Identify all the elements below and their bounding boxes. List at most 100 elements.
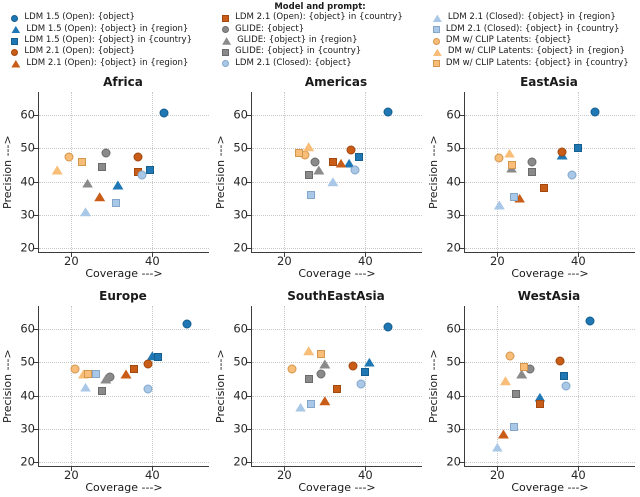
y-tick-mark bbox=[460, 395, 464, 397]
y-tick-label: 30 bbox=[233, 207, 248, 222]
y-axis-label: Precision ---> bbox=[214, 135, 227, 210]
data-point-ldm15-object bbox=[585, 316, 595, 326]
plot-area bbox=[247, 91, 422, 257]
legend-item: LDM 2.1 (Open): {object} bbox=[11, 47, 192, 57]
data-point-glide-region bbox=[82, 178, 94, 188]
x-tick-label: 40 bbox=[145, 253, 160, 268]
plot-area bbox=[34, 91, 209, 257]
y-tick-mark bbox=[460, 429, 464, 431]
y-tick-label: 40 bbox=[233, 174, 248, 189]
x-tick-labels: 20 40 bbox=[39, 467, 209, 482]
legend-item-label: GLIDE: {object} in {country} bbox=[235, 46, 362, 57]
legend-item: LDM 2.1 (Closed): {object} in {country} bbox=[432, 23, 629, 35]
data-point-dm-region bbox=[303, 346, 315, 356]
gridline bbox=[39, 362, 209, 364]
data-point-ldm15-country bbox=[560, 371, 569, 380]
data-point-ldm21o-object bbox=[133, 152, 143, 162]
legend-item: GLIDE: {object} in {country} bbox=[222, 47, 403, 57]
data-point-ldm21o-country bbox=[130, 365, 139, 374]
data-point-ldm21c-country bbox=[111, 199, 120, 208]
data-point-ldm21o-region bbox=[514, 193, 526, 203]
gridline bbox=[39, 248, 209, 250]
gridline bbox=[252, 148, 422, 150]
data-point-ldm21o-country bbox=[539, 184, 548, 193]
y-tick-label: 60 bbox=[20, 107, 35, 122]
gridline bbox=[465, 462, 635, 464]
subplot-americas: Americas Precision ---> 20 30 40 50 60 20 40 … bbox=[214, 72, 427, 280]
data-point-glide-country bbox=[304, 171, 313, 180]
data-point-ldm21c-country bbox=[306, 400, 315, 409]
data-point-dm-object bbox=[64, 152, 74, 162]
y-tick-mark bbox=[34, 395, 38, 397]
x-tick-labels: 20 40 bbox=[252, 253, 422, 268]
gridline bbox=[152, 305, 154, 466]
y-axis-label: Precision ---> bbox=[427, 349, 440, 424]
gridline bbox=[465, 148, 635, 150]
y-axis-label: Precision ---> bbox=[1, 135, 14, 210]
legend-item: LDM 2.1 (Open): {object} in {country} bbox=[222, 12, 403, 23]
y-tick-label: 40 bbox=[20, 174, 35, 189]
legend-item-label: LDM 2.1 (Closed): {object} bbox=[235, 57, 352, 68]
legend-marker-icon bbox=[432, 48, 442, 57]
data-point-ldm21o-object bbox=[143, 359, 153, 369]
subplot-southeastasia: SouthEastAsia Precision ---> 20 30 40 50 60 … bbox=[214, 286, 427, 494]
gridline bbox=[578, 305, 580, 466]
legend-marker-icon bbox=[222, 14, 230, 22]
gridline bbox=[284, 305, 286, 466]
legend-marker-icon bbox=[432, 37, 440, 45]
legend-item: DM w/ CLIP Latents: {object} bbox=[432, 35, 629, 46]
subplot-title: WestAsia bbox=[517, 288, 581, 303]
gridline bbox=[365, 91, 367, 252]
y-tick-mark bbox=[460, 181, 464, 183]
data-point-ldm15-object bbox=[383, 322, 393, 332]
x-tick-mark bbox=[497, 466, 499, 471]
data-point-ldm21o-region bbox=[94, 192, 106, 202]
y-tick-mark bbox=[460, 462, 464, 464]
y-tick-label: 30 bbox=[446, 207, 461, 222]
y-tick-mark bbox=[460, 115, 464, 117]
gridline bbox=[71, 305, 73, 466]
legend-marker-icon bbox=[222, 26, 230, 34]
y-tick-label: 40 bbox=[20, 388, 35, 403]
data-point-ldm21o-region bbox=[120, 369, 132, 379]
y-tick-mark bbox=[34, 429, 38, 431]
y-tick-label: 20 bbox=[233, 455, 248, 470]
data-point-ldm21o-country bbox=[333, 385, 341, 394]
plot-area bbox=[247, 305, 422, 471]
data-point-glide-country bbox=[304, 375, 313, 384]
legend-item-label: DM w/ CLIP Latents: {object} bbox=[445, 35, 572, 46]
x-tick-label: 40 bbox=[358, 467, 373, 482]
y-tick-mark bbox=[247, 248, 251, 250]
data-point-glide-object bbox=[316, 369, 326, 379]
y-tick-mark bbox=[34, 248, 38, 250]
y-tick-mark bbox=[34, 362, 38, 364]
data-point-ldm15-country bbox=[355, 152, 364, 161]
x-axis-label: Coverage ---> bbox=[85, 480, 163, 494]
plot-area bbox=[460, 91, 635, 257]
data-point-dm-object bbox=[505, 351, 515, 361]
x-tick-labels: 20 40 bbox=[465, 467, 635, 482]
gridline bbox=[497, 91, 499, 252]
legend-item: DM w/ CLIP Latents: {object} in {country… bbox=[432, 58, 629, 69]
data-point-ldm21c-object bbox=[143, 384, 153, 394]
data-point-dm-country bbox=[83, 370, 92, 379]
data-point-ldm15-object bbox=[383, 107, 393, 117]
gridline bbox=[252, 462, 422, 464]
data-point-ldm15-country bbox=[146, 166, 155, 175]
x-tick-labels: 20 40 bbox=[252, 467, 422, 482]
data-point-ldm21c-object bbox=[356, 379, 366, 389]
subplot-title: Americas bbox=[304, 74, 368, 89]
legend-item-label: LDM 2.1 (Closed): {object} in {country} bbox=[445, 23, 620, 34]
subplot-title: Africa bbox=[103, 74, 143, 89]
legend-marker-icon bbox=[11, 48, 19, 56]
gridline bbox=[39, 215, 209, 217]
gridline bbox=[465, 248, 635, 250]
data-point-ldm15-country bbox=[154, 353, 163, 362]
gridline bbox=[39, 329, 209, 331]
data-point-ldm15-country bbox=[574, 144, 583, 153]
y-tick-labels: 20 30 40 50 60 bbox=[14, 92, 38, 255]
legend-marker-icon bbox=[432, 26, 440, 34]
subplot-africa: Africa Precision ---> 20 30 40 50 60 20 40 Co… bbox=[1, 72, 214, 280]
data-point-glide-country bbox=[97, 386, 106, 395]
x-tick-label: 40 bbox=[571, 467, 586, 482]
